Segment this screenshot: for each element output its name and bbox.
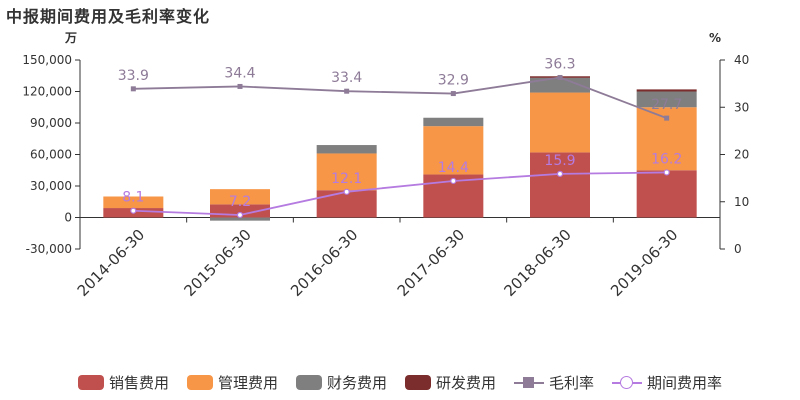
point-gross-margin [557,74,563,80]
line-gross-margin [133,76,667,119]
y-left-unit: 万 [64,31,77,45]
bar-finance [210,217,270,221]
point-gross-margin [664,115,670,121]
x-tick-label: 2019-06-30 [607,226,681,300]
legend-item-finance[interactable]: 财务费用 [295,372,387,393]
bar-sales [636,170,697,218]
legend-swatch-admin [186,375,213,390]
y-left-tick-label: 60,000 [30,148,72,162]
point-expense-rate [450,177,457,185]
legend-label-finance: 财务费用 [326,374,387,392]
page-title: 中报期间费用及毛利率变化 [6,7,211,26]
data-label-gross-margin: 33.9 [118,68,149,84]
data-label-expense-rate: 8.1 [122,190,144,206]
legend-swatch-rnd [405,375,431,390]
data-label-gross-margin: 36.3 [544,56,575,72]
legend-label-gross-margin: 毛利率 [549,374,595,392]
y-left-tick-label: 0 [64,211,72,225]
y-left-tick-label: 30,000 [30,179,72,193]
data-label-gross-margin: 33.4 [331,70,362,86]
x-tick-label: 2014-06-30 [74,226,148,300]
bar-finance [316,145,377,154]
point-gross-margin [344,88,350,94]
legend-label-expense-rate: 期间费用率 [647,374,723,392]
y-left-tick-label: 90,000 [30,116,72,130]
bar-admin [423,126,484,175]
x-tick-label: 2017-06-30 [394,226,468,300]
x-tick-label: 2015-06-30 [180,226,254,300]
data-label-gross-margin: 32.9 [438,73,469,89]
legend: 销售费用 管理费用 财务费用 研发费用 毛利率 期间费用率 [0,372,800,393]
y-left-tick-label: -30,000 [26,242,72,256]
data-label-expense-rate: 16.2 [651,151,682,167]
data-label-gross-margin: 27.7 [651,97,682,113]
legend-symbol-gross-margin [514,376,545,390]
data-label-expense-rate: 7.2 [229,194,251,210]
bar-admin [530,92,590,153]
point-gross-margin [130,86,136,92]
y-left-tick-label: 150,000 [22,53,72,67]
y-right-tick-label: 20 [734,148,749,162]
bar-admin [103,196,164,209]
legend-symbol-expense-rate [612,375,643,390]
legend-item-sales[interactable]: 销售费用 [77,372,169,393]
y-right-tick-label: 0 [734,242,742,256]
legend-item-gross-margin[interactable]: 毛利率 [514,372,594,393]
data-label-expense-rate: 15.9 [544,153,575,169]
bar-rnd [636,89,697,92]
point-gross-margin [450,91,456,97]
bar-admin [316,153,377,191]
x-tick-label: 2016-06-30 [287,226,361,300]
legend-label-admin: 管理费用 [217,374,278,392]
bar-finance [423,117,484,127]
y-right-tick-label: 30 [734,100,749,114]
y-left-tick-label: 120,000 [22,85,72,99]
legend-item-rnd[interactable]: 研发费用 [405,372,496,393]
y-right-tick-label: 40 [734,53,749,67]
line-expense-rate [133,171,667,216]
legend-swatch-finance [295,375,322,390]
point-expense-rate [663,169,670,176]
y-right-unit: % [709,31,721,45]
point-gross-margin [237,83,243,89]
bar-finance [636,91,697,108]
legend-item-expense-rate[interactable]: 期间费用率 [612,372,722,393]
bar-admin [210,189,270,205]
bar-finance [530,77,590,93]
data-label-expense-rate: 14.4 [438,160,469,176]
legend-label-sales: 销售费用 [108,374,169,392]
point-expense-rate [343,188,350,195]
point-expense-rate [130,207,137,214]
point-expense-rate [556,170,564,177]
legend-item-admin[interactable]: 管理费用 [186,372,278,393]
legend-label-rnd: 研发费用 [436,374,497,392]
data-label-expense-rate: 12.1 [331,171,362,187]
data-label-gross-margin: 34.4 [224,65,255,81]
bar-sales [530,152,590,218]
chart: -30,000 0 30,000 60,000 90,000 120,000 150,000… [22,31,749,300]
y-right-tick-label: 10 [734,195,749,209]
legend-swatch-sales [77,375,104,390]
x-tick-label: 2018-06-30 [500,226,574,300]
point-expense-rate [236,211,244,219]
